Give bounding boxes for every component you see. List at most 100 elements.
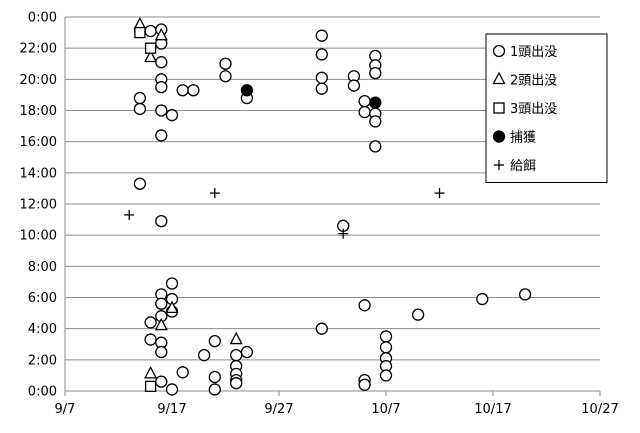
data-point <box>230 377 243 390</box>
data-point <box>155 80 168 94</box>
y-tick-label: 2:00 <box>28 353 57 368</box>
data-point <box>165 109 179 122</box>
data-point <box>187 84 200 97</box>
data-point <box>155 297 168 310</box>
data-point <box>411 308 425 321</box>
x-tick-label: 10/17 <box>474 402 511 417</box>
legend-label: 給餌 <box>510 159 536 174</box>
data-point <box>144 49 158 63</box>
y-tick-label: 12:00 <box>20 198 57 213</box>
y-tick-label: 6:00 <box>28 291 57 306</box>
data-point <box>358 378 371 391</box>
data-point <box>369 66 382 80</box>
data-point <box>476 292 489 306</box>
legend-label: 3頭出没 <box>510 102 557 117</box>
data-point <box>144 316 157 329</box>
data-point <box>369 115 382 128</box>
y-tick-label: 20:00 <box>20 73 57 88</box>
data-point <box>155 56 168 69</box>
x-tick-label: 9/7 <box>55 402 76 417</box>
data-point <box>369 96 382 109</box>
data-point <box>154 317 168 331</box>
y-tick-label: 16:00 <box>20 135 57 150</box>
legend-label: 捕獲 <box>510 130 536 146</box>
data-point <box>379 341 393 354</box>
data-point <box>144 365 158 379</box>
series-3 <box>240 84 382 109</box>
data-point <box>144 380 157 392</box>
y-tick-label: 22:00 <box>20 42 57 57</box>
y-tick-label: 4:00 <box>28 322 57 337</box>
data-point <box>133 177 147 190</box>
data-point <box>155 104 168 117</box>
x-tick-labels: 9/7 9/17 9/27 10/7 10/17 10/27 <box>55 402 619 417</box>
legend-marker <box>494 160 504 170</box>
x-tick-label: 10/7 <box>371 402 400 417</box>
data-point <box>229 331 243 345</box>
y-tick-label: 10:00 <box>20 229 57 244</box>
data-point <box>133 91 147 105</box>
x-tick-label: 9/17 <box>157 402 186 417</box>
data-point <box>208 370 221 384</box>
data-point <box>315 322 328 335</box>
data-point <box>518 288 532 301</box>
data-point <box>379 369 393 382</box>
y-tick-label: 0:00 <box>28 11 57 26</box>
data-point <box>347 79 361 92</box>
data-point <box>176 366 189 379</box>
data-points <box>124 16 532 396</box>
y-tick-label: 18:00 <box>20 104 57 119</box>
data-point <box>219 70 232 83</box>
legend-marker <box>492 71 506 85</box>
legend-label: 2頭出没 <box>510 74 557 89</box>
y-tick-label: 14:00 <box>20 166 57 181</box>
data-point <box>165 277 179 290</box>
series-2 <box>134 26 157 392</box>
data-point <box>134 26 146 39</box>
data-point <box>144 42 157 54</box>
data-point <box>434 188 445 199</box>
data-point <box>358 105 371 119</box>
y-tick-label: 0:00 <box>28 385 57 400</box>
y-tick-label: 8:00 <box>28 260 57 275</box>
data-point <box>240 84 254 97</box>
legend-box <box>485 33 608 183</box>
data-point <box>208 334 221 348</box>
data-point <box>144 24 157 38</box>
data-point <box>165 383 179 396</box>
data-point <box>197 349 211 362</box>
data-point <box>154 27 168 41</box>
data-point <box>315 71 328 84</box>
legend-marker <box>492 44 506 58</box>
x-tick-label: 9/27 <box>264 402 293 417</box>
data-point <box>155 129 168 142</box>
data-point <box>315 48 328 61</box>
data-point <box>176 84 189 97</box>
data-point <box>209 188 220 199</box>
data-point <box>240 345 254 359</box>
data-point <box>155 375 168 388</box>
x-tick-label: 10/27 <box>581 402 618 417</box>
data-point <box>358 299 371 312</box>
data-point <box>124 209 135 220</box>
data-point <box>208 383 221 396</box>
series-1 <box>133 16 243 379</box>
data-point <box>315 29 328 42</box>
data-point <box>315 82 328 95</box>
legend-marker <box>493 102 505 114</box>
data-point <box>358 95 371 108</box>
data-point <box>338 228 349 239</box>
data-point <box>219 57 232 70</box>
data-point <box>165 300 179 314</box>
data-point <box>230 349 243 362</box>
series-4 <box>124 188 445 239</box>
data-point <box>155 214 168 228</box>
data-point <box>144 333 157 346</box>
legend-label: 1頭出没 <box>510 45 557 60</box>
data-point <box>133 102 147 116</box>
data-point <box>379 330 393 343</box>
y-tick-labels: 0:00 2:00 4:00 6:00 8:00 10:00 12:00 14:00 16:00… <box>20 11 57 400</box>
legend-marker <box>492 130 506 143</box>
